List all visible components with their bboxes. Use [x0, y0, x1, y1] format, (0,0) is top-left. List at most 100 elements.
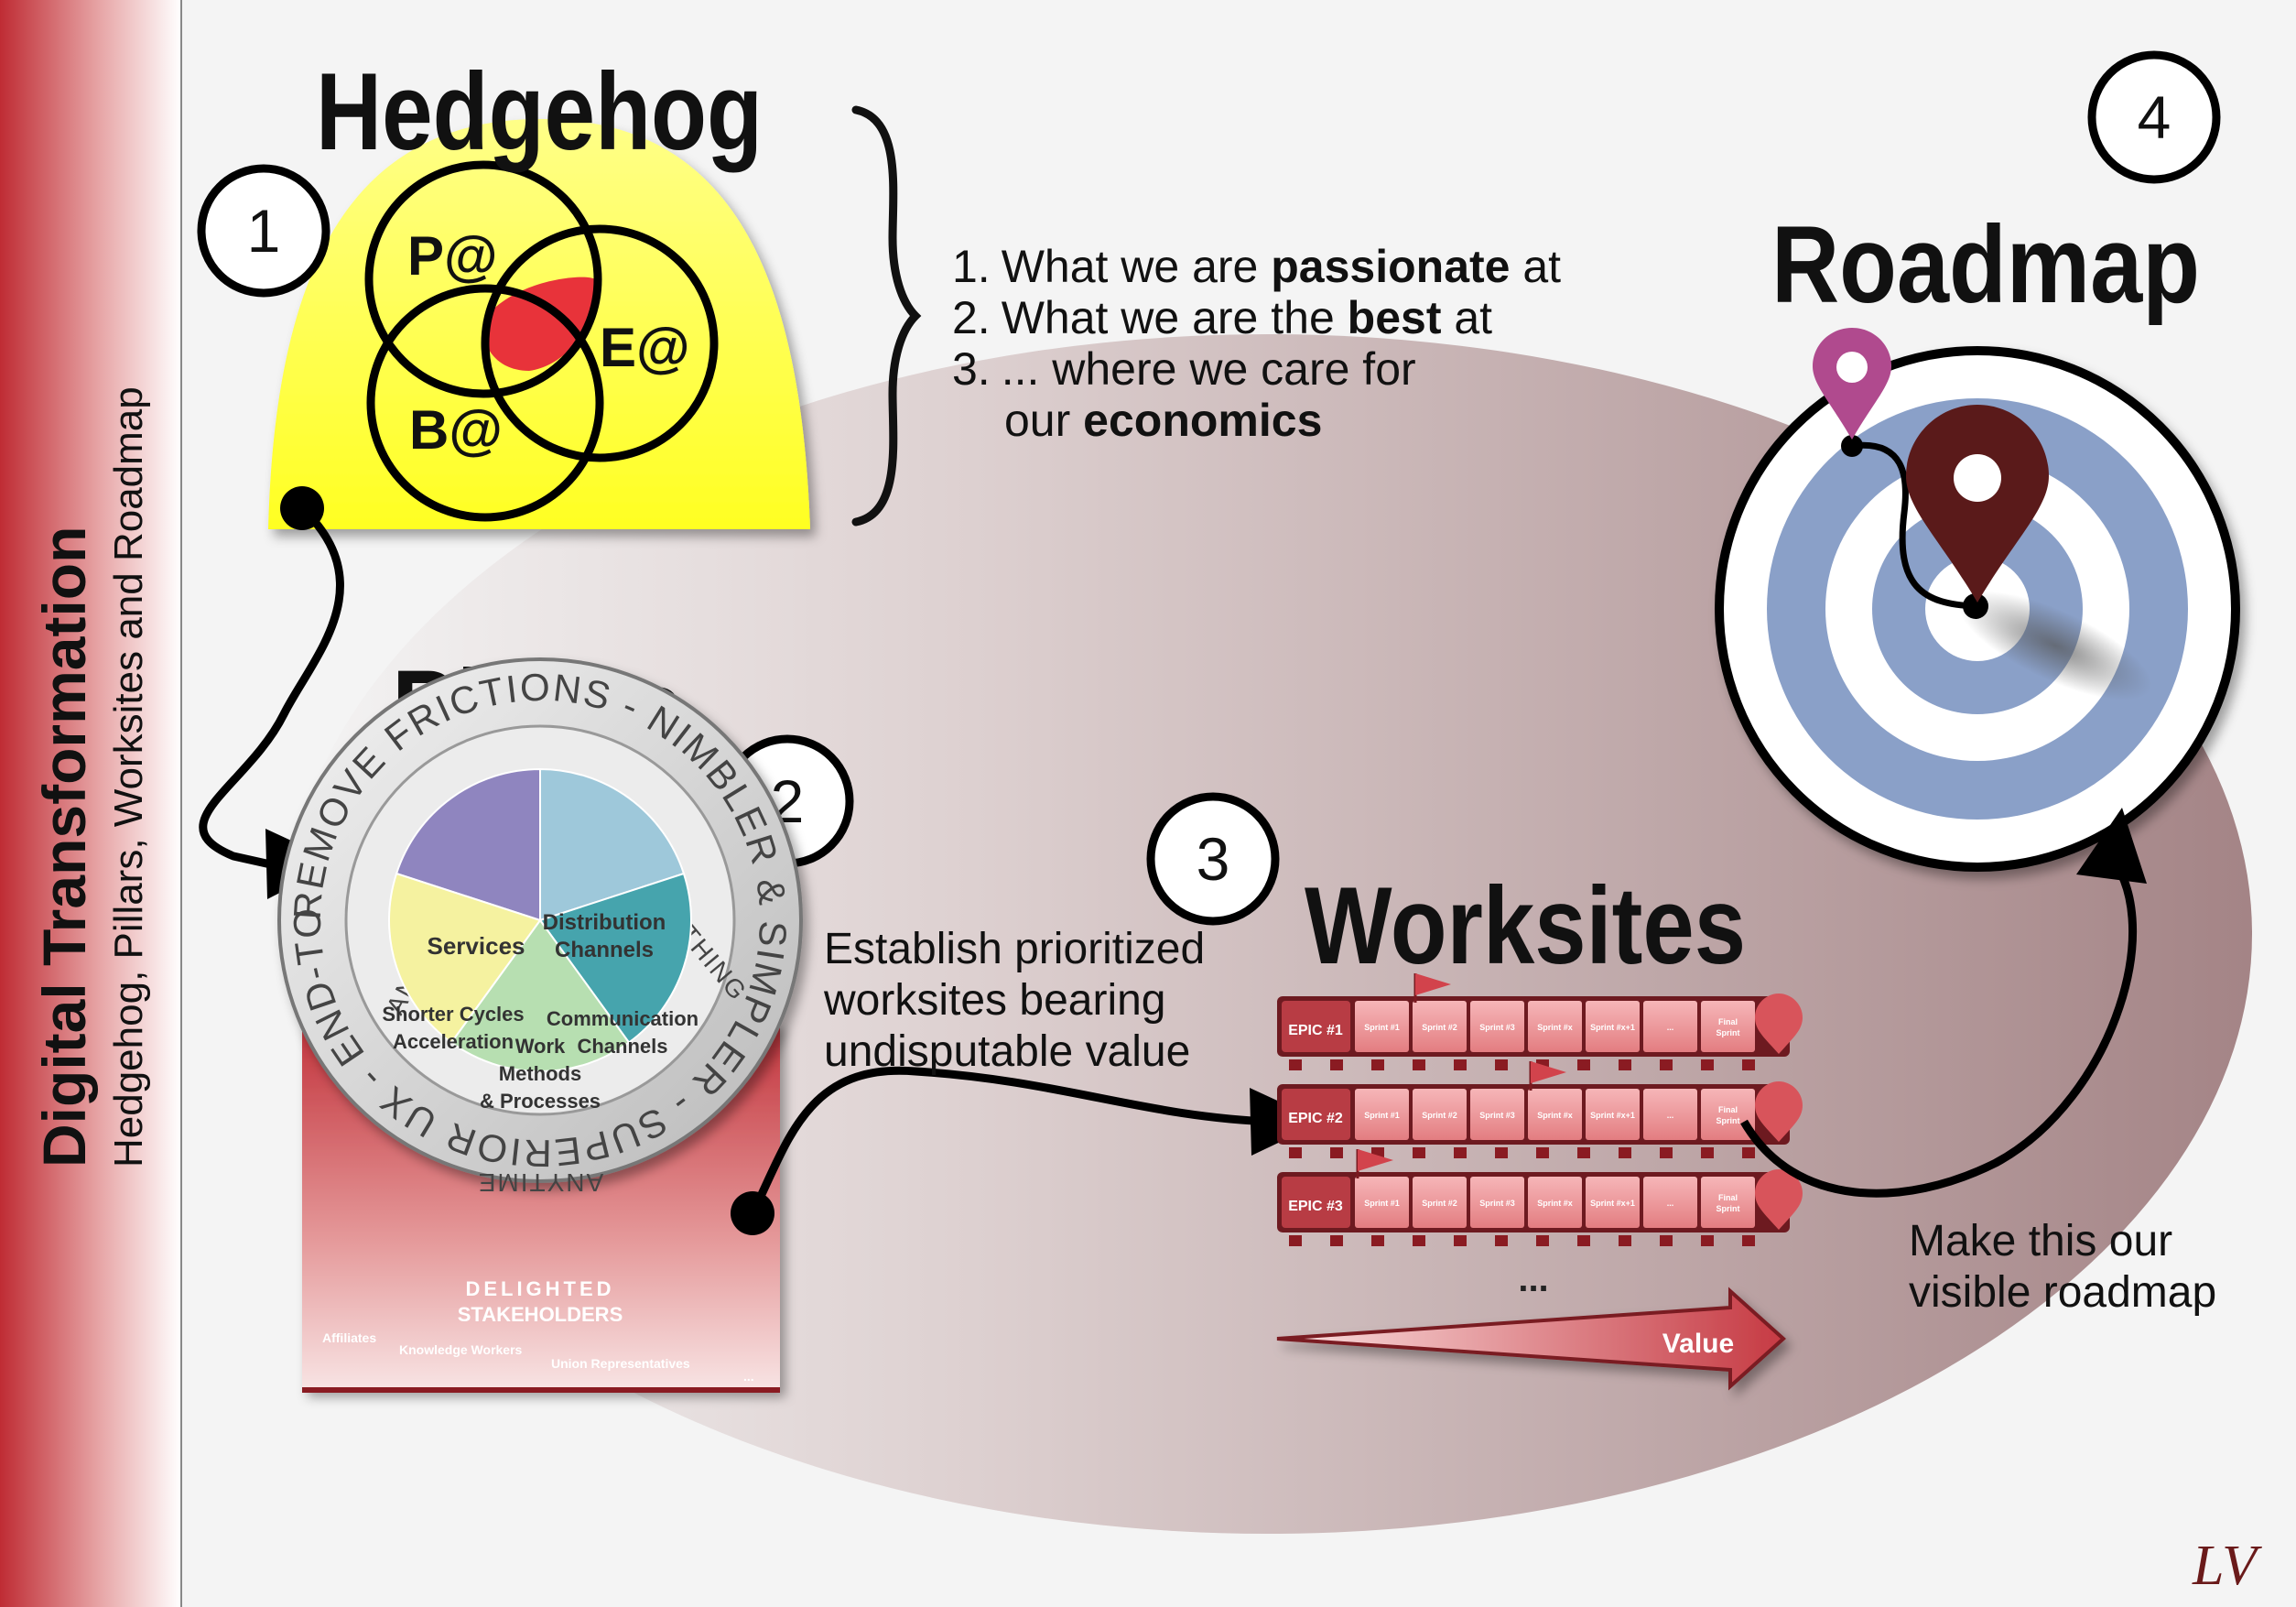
sprint-cell	[1643, 1089, 1697, 1140]
milestone-flag-icon	[1531, 1061, 1566, 1083]
criteria-text-2: What we are the	[1002, 292, 1348, 343]
target	[1715, 328, 2240, 872]
sprint-cell	[1413, 1001, 1467, 1052]
worksites-title: Worksites	[1305, 864, 1746, 987]
criteria-brace	[851, 105, 922, 527]
epic-cell	[1282, 1177, 1350, 1228]
sprint-label: Sprint #2	[1422, 1111, 1457, 1120]
pin-hole	[1954, 454, 2001, 502]
base-title-line-1: DELIGHTED	[465, 1277, 614, 1300]
rail-dot	[1330, 1235, 1343, 1246]
sprint-label: Final	[1718, 1193, 1738, 1202]
pie-slice-label: Acceleration	[393, 1030, 514, 1053]
sprint-label: Sprint	[1717, 1116, 1740, 1125]
criteria-num-3: 3.	[952, 343, 991, 395]
stakeholder-more: ...	[743, 1369, 754, 1384]
roadmap-caption-line-1: Make this our	[1909, 1217, 2172, 1265]
criteria-bold-1: passionate	[1271, 241, 1510, 292]
sprint-cell	[1701, 1177, 1755, 1228]
rail-dot	[1413, 1147, 1425, 1158]
sprint-cell	[1470, 1177, 1524, 1228]
criteria-text-3: ... where we care for	[1002, 343, 1416, 395]
step-badge-4	[2087, 50, 2221, 184]
sprint-label: Sprint #1	[1364, 1023, 1400, 1032]
rail-dot	[1577, 1235, 1590, 1246]
venn-label-passion: P@	[407, 225, 498, 287]
sprint-cell	[1413, 1089, 1467, 1140]
venn-circle-economics	[481, 224, 719, 462]
pie-slice-label: Shorter Cycles	[382, 1003, 524, 1026]
hedgehog-title: Hedgehog	[316, 50, 763, 173]
rail-dot	[1536, 1235, 1549, 1246]
pie-slice	[388, 872, 542, 1044]
rail-dot	[1371, 1059, 1384, 1070]
pin-shadow	[1958, 591, 2152, 700]
rail-dot	[1660, 1147, 1673, 1158]
epic-rows: EPIC #1 Sprint #1 Sprint #2 Sprint #3 Sprint…	[1277, 973, 1803, 1246]
sprint-cell	[1470, 1089, 1524, 1140]
sprint-label: ...	[1667, 1111, 1674, 1120]
sprint-cell	[1586, 1089, 1640, 1140]
sprint-cell	[1643, 1001, 1697, 1052]
rail-dot	[1289, 1235, 1302, 1246]
sprint-label: ...	[1667, 1199, 1674, 1208]
sprint-label: Sprint	[1717, 1028, 1740, 1037]
sprint-cell	[1470, 1001, 1524, 1052]
criteria-text-1: What we are	[1002, 241, 1272, 292]
stakeholder-knowledge-workers: Knowledge Workers	[399, 1342, 523, 1357]
rail-dot	[1289, 1059, 1302, 1070]
sprint-label: Sprint #x	[1537, 1111, 1573, 1120]
milestone-flag-icon	[1358, 1149, 1393, 1171]
rail-dot	[1289, 1147, 1302, 1158]
sprint-label: Sprint #x+1	[1590, 1023, 1635, 1032]
pie-slice-label: Methods	[499, 1062, 581, 1085]
pie-slice-label: Distribution	[543, 910, 666, 935]
sidebar-band	[0, 0, 181, 1607]
sprint-label: Sprint #x+1	[1590, 1111, 1635, 1120]
rail-dot	[1619, 1147, 1631, 1158]
sprint-cell	[1355, 1001, 1409, 1052]
rail-dot	[1577, 1059, 1590, 1070]
location-pin-icon	[1906, 405, 2049, 603]
rail-dot	[1536, 1147, 1549, 1158]
rail-dot	[1742, 1059, 1755, 1070]
criteria-num-1: 1.	[952, 241, 991, 292]
roadmap-section: 4 Roadmap	[1715, 50, 2240, 872]
pie-slice-label: Channels	[577, 1035, 667, 1058]
sprint-label: Sprint #1	[1364, 1199, 1400, 1208]
sprint-label: Sprint #2	[1422, 1023, 1457, 1032]
sprint-label: Sprint #1	[1364, 1111, 1400, 1120]
pie-slice	[539, 767, 686, 922]
sprint-cell	[1586, 1001, 1640, 1052]
rail-dot	[1495, 1235, 1508, 1246]
hedgehog-overlap	[482, 277, 596, 371]
svg-text:3.... where we care for: 3.... where we care for	[952, 343, 1416, 395]
epic-row: EPIC #2 Sprint #1 Sprint #2 Sprint #3 Sprint…	[1277, 1061, 1803, 1158]
rail-dot	[1577, 1147, 1590, 1158]
sprint-cell	[1528, 1089, 1582, 1140]
route-start-dot	[1841, 435, 1863, 457]
milestone-flag-icon	[1415, 973, 1451, 995]
rail-dot	[1330, 1059, 1343, 1070]
worksites-caption: Establish prioritized worksites bearing …	[823, 925, 1205, 1076]
criteria-post-2: at	[1441, 292, 1492, 343]
rail-dot	[1660, 1059, 1673, 1070]
svg-text:2.What we are the best at: 2. What we are the best at	[952, 292, 1492, 343]
pie-slice-label: & Processes	[480, 1090, 601, 1113]
svg-text:1.What we are passionate at: 1. What we are passionate at	[952, 241, 1561, 292]
pie-slice	[449, 918, 631, 1073]
pillars-pie-labels: Services Distribution Channels Communicatio…	[382, 910, 699, 1113]
sprint-label: Final	[1718, 1105, 1738, 1114]
pie-slice	[395, 767, 541, 922]
rail-dot	[1701, 1059, 1714, 1070]
epic-label: EPIC #3	[1288, 1199, 1343, 1214]
epic-row: EPIC #3 Sprint #1 Sprint #2 Sprint #3 Sprint…	[1277, 1149, 1803, 1246]
rail-dot	[1495, 1147, 1508, 1158]
epic-row: EPIC #1 Sprint #1 Sprint #2 Sprint #3 Sprint…	[1277, 973, 1803, 1070]
sprint-label: Sprint #3	[1479, 1111, 1515, 1120]
pie-slice-label: Work	[515, 1035, 566, 1058]
epic-label: EPIC #1	[1288, 1023, 1343, 1038]
hedgehog-section: P@ E@ B@ Hedgehog 1 1. What we are passio…	[197, 50, 1561, 529]
sprint-cell	[1528, 1001, 1582, 1052]
